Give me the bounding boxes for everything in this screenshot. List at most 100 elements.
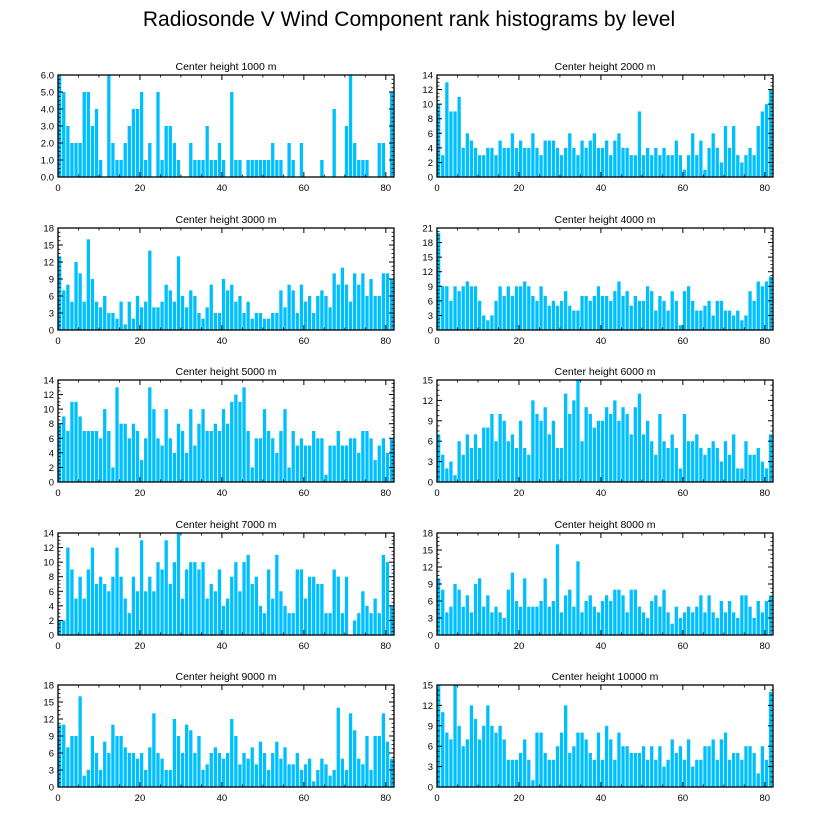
histogram-bar [625,612,629,635]
histogram-bar [691,300,695,330]
y-tick-label: 6 [49,434,54,445]
histogram-bar [254,438,258,482]
histogram-bar [266,431,271,482]
histogram-bar [494,300,498,330]
histogram-bar [365,160,369,177]
histogram-bar [316,770,320,787]
histogram-bar [506,286,510,330]
x-tick-label: 20 [135,488,146,499]
x-tick-label: 80 [381,488,392,499]
histogram-bar [361,160,365,177]
histogram-bar [324,764,328,787]
histogram-bar [453,685,457,787]
histogram-bar [531,133,535,177]
histogram-bar [588,140,592,177]
histogram-bar [613,759,617,787]
histogram-bar [369,613,373,635]
histogram-bar [344,126,349,177]
histogram-bar [217,569,222,635]
histogram-bar [523,281,527,330]
histogram-bar [695,310,699,330]
histogram-bar [324,296,328,330]
histogram-bar [127,301,131,330]
y-tick-label: 12 [43,390,54,401]
histogram-bar [465,281,469,330]
histogram-bar [641,746,646,787]
x-tick-label: 60 [299,641,310,652]
histogram-bar [287,284,291,330]
y-tick-label: 12 [43,258,54,269]
histogram-bar [123,143,127,177]
histogram-bar [609,300,613,330]
histogram-bar [189,290,193,330]
histogram-bar [160,758,164,787]
histogram-bar [490,147,494,177]
histogram-bar [674,300,678,330]
histogram-bar [242,387,246,482]
histogram-bar [86,431,90,482]
y-tick-label: 6 [49,749,54,760]
histogram-bar [477,578,482,635]
histogram-bar [539,155,543,177]
histogram-bar [271,143,275,177]
histogram-bar [185,724,189,787]
histogram-bar [490,612,494,635]
histogram-bar [707,147,711,177]
histogram-bar [695,434,699,482]
histogram-bar [707,746,711,787]
histogram-bar [180,753,185,787]
histogram-bar [691,441,695,482]
histogram-bar [654,310,658,330]
panel-title: Center height 2000 m [555,61,656,73]
histogram-bar [723,612,728,635]
histogram-bar [238,764,242,787]
histogram-bar [572,606,576,635]
histogram-bar [303,598,308,635]
histogram-bar [605,595,609,635]
histogram-bar [613,140,617,177]
histogram-bar [234,301,238,330]
histogram-bar [666,155,670,177]
histogram-bar [715,300,719,330]
histogram-bar [629,305,633,330]
histogram-bar [369,770,373,787]
histogram-bar [564,147,568,177]
histogram-bar [344,445,349,482]
y-tick-label: 12 [43,715,54,726]
histogram-bar [670,291,674,330]
histogram-bar [234,160,238,177]
histogram-bar [164,284,168,330]
histogram-bar [605,140,609,177]
x-tick-label: 80 [760,183,771,194]
histogram-bar [78,273,82,330]
y-tick-label: 18 [422,529,433,540]
x-tick-label: 40 [596,183,607,194]
histogram-bar [287,613,291,635]
histogram-bar [131,423,136,482]
histogram-bar [625,414,629,482]
histogram-bar [576,310,580,330]
y-tick-label: 9 [428,282,433,293]
histogram-bar [666,759,670,787]
histogram-bar [238,160,242,177]
histogram-bar [650,746,654,787]
histogram-bar [596,286,601,330]
histogram-bar [740,320,744,330]
histogram-bar [752,454,756,482]
histogram-bar [90,547,95,635]
histogram-bar [226,290,230,330]
histogram-bar [365,736,369,787]
histogram-bar [275,741,279,787]
histogram-bar [246,160,250,177]
histogram-bar [633,407,637,482]
histogram-bar [658,296,662,330]
histogram-bar [498,414,502,482]
y-tick-label: 18 [422,238,433,249]
histogram-bar [144,591,148,635]
histogram-bar [670,623,674,635]
histogram-bar [510,434,515,482]
histogram-bar [115,387,119,482]
histogram-bar [299,143,304,177]
y-tick-label: 3 [49,309,54,320]
histogram-bar [723,310,728,330]
